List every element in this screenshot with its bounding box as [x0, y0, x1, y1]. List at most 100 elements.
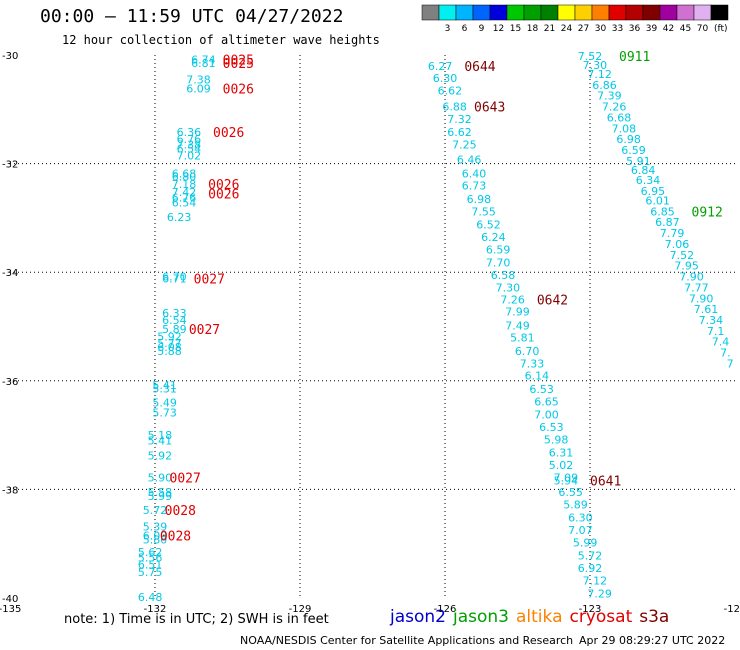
pass-time-label: 0642 — [537, 293, 568, 308]
y-tick-label: -38 — [2, 485, 18, 496]
wave-height-point: 7.30 — [496, 281, 521, 294]
wave-height-point: 6.27 — [428, 60, 453, 73]
chart-title: 00:00 – 11:59 UTC 04/27/2022 — [40, 6, 344, 27]
wave-height-point: 7 — [727, 357, 734, 370]
wave-height-point: 7.30 — [583, 59, 608, 72]
colorbar-tick-label: 18 — [527, 24, 539, 34]
chart-subtitle: 12 hour collection of altimeter wave hei… — [62, 33, 380, 47]
pass-time-labels: 0025002500260026002600260027002700270028… — [160, 50, 723, 544]
colorbar-unit: (ft) — [714, 24, 728, 34]
wave-height-point: 6.46 — [457, 153, 482, 166]
wave-height-point: 5.39 — [143, 520, 168, 533]
wave-height-point: 6.34 — [636, 174, 661, 187]
wave-height-point: 7.79 — [660, 227, 685, 240]
wave-height-point: 7.18 — [172, 178, 197, 191]
wave-height-point: 6.68 — [172, 167, 197, 180]
wave-height-point: 6.84 — [631, 164, 656, 177]
x-tick-label: -120 — [724, 604, 740, 615]
colorbar-swatch — [608, 4, 627, 21]
colorbar-tick-label: 70 — [697, 24, 709, 34]
colorbar-tick-label: 30 — [595, 24, 607, 34]
colorbar-swatch — [676, 4, 695, 21]
wave-height-point: 7. — [720, 347, 731, 360]
y-tick-label: -40 — [2, 594, 18, 605]
wave-height-point: 5.56 — [138, 551, 163, 564]
colorbar: 3 6 9 12 15 18 21 24 27 30 33 36 39 42 45 70 (ft) — [421, 4, 729, 34]
wave-height-point: 6.92 — [578, 562, 603, 575]
wave-height-point: 5.91 — [626, 155, 651, 168]
wave-height-point: 6.81 — [191, 57, 216, 70]
pass-time-label: 0025 — [223, 53, 254, 68]
grid — [10, 55, 735, 598]
wave-height-point: 6.54 — [162, 314, 187, 327]
wave-height-point: 7.29 — [587, 588, 612, 601]
wave-height-point: 6.88 — [442, 101, 467, 114]
wave-height-point: 7.25 — [452, 139, 477, 152]
pass-time-label: 0026 — [208, 187, 239, 202]
wave-height-point: 7.55 — [471, 205, 496, 218]
wave-height-point: 6.55 — [558, 486, 583, 499]
pass-time-label: 0025 — [223, 57, 254, 72]
wave-height-point: 5.62 — [138, 546, 163, 559]
wave-height-point: 6.31 — [549, 446, 574, 459]
satellite-legend-entry: jason2 — [390, 607, 446, 627]
wave-height-point: 5.58 — [148, 486, 173, 499]
colorbar-swatch — [438, 4, 457, 21]
wave-height-point: 7.26 — [602, 101, 627, 114]
wave-height-point: 7.38 — [177, 139, 202, 152]
colorbar-tick-label: 6 — [462, 24, 468, 34]
wave-height-point: 7.99 — [505, 305, 530, 318]
colorbar-swatch — [540, 4, 559, 21]
wave-height-point: 6.98 — [467, 193, 492, 206]
wave-height-point: 6.71 — [162, 273, 187, 286]
wave-height-point: 5.92 — [148, 450, 173, 463]
wave-height-point: 6.80 — [172, 171, 197, 184]
wave-height-point: 5.72 — [578, 550, 603, 563]
wave-height-point: 6.87 — [655, 216, 680, 229]
colorbar-swatch — [421, 4, 440, 21]
wave-height-point: 6.59 — [621, 144, 646, 157]
wave-height-point: 6.09 — [143, 530, 168, 543]
wave-height-point: 7.39 — [597, 90, 622, 103]
colorbar-tick-label: 9 — [479, 24, 485, 34]
wave-height-point: 7.12 — [583, 575, 608, 588]
wave-height-point: 5.94 — [554, 475, 579, 488]
wave-height-point: 6.70 — [162, 271, 187, 284]
wave-height-point: 5.89 — [563, 499, 588, 512]
colorbar-swatch — [523, 4, 542, 21]
wave-height-point: 7.95 — [674, 260, 699, 273]
colorbar-swatch — [455, 4, 474, 21]
wave-height-point: 6.68 — [607, 111, 632, 124]
axis-tick-labels: -135 -132 -129 -126 -123 -120 -30 -32 -34 -36 -38 -… — [0, 51, 740, 615]
data-points: 6.746.817.386.096.366.767.386.547.026.68… — [138, 50, 734, 604]
satellite-legend-entry: jason3 — [453, 607, 509, 627]
y-tick-label: -36 — [2, 377, 18, 388]
wave-height-point: 6.30 — [433, 72, 458, 85]
wave-height-point: 6.40 — [462, 167, 487, 180]
wave-height-point: 6.53 — [529, 383, 554, 396]
colorbar-swatch — [710, 4, 729, 21]
wave-height-point: 6.52 — [476, 218, 501, 231]
wave-height-point: 7.06 — [665, 238, 690, 251]
wave-height-point: 7.1 — [707, 325, 725, 338]
wave-height-point: 7.90 — [689, 292, 714, 305]
wave-height-point: 6.76 — [172, 191, 197, 204]
wave-height-point: 6.09 — [186, 83, 211, 96]
pass-time-label: 0027 — [189, 323, 220, 338]
wave-height-point: 7.61 — [694, 303, 719, 316]
y-tick-label: -30 — [2, 51, 18, 62]
colorbar-swatch — [574, 4, 593, 21]
wave-height-point: 6.59 — [486, 243, 511, 256]
wave-height-point: 6.54 — [172, 197, 197, 210]
wave-height-point: 6.33 — [162, 307, 187, 320]
wave-height-point: 7.07 — [568, 524, 593, 537]
wave-height-point: 6.74 — [191, 53, 216, 66]
colorbar-swatch — [659, 4, 678, 21]
x-tick-label: -129 — [289, 604, 312, 615]
pass-time-label: 0028 — [165, 504, 196, 519]
wave-height-point: 5.31 — [152, 382, 177, 395]
wave-height-point: 5.73 — [152, 406, 177, 419]
wave-height-point: 6.86 — [592, 79, 617, 92]
wave-height-point: 5.41 — [148, 435, 173, 448]
wave-height-point: 6.70 — [515, 345, 540, 358]
